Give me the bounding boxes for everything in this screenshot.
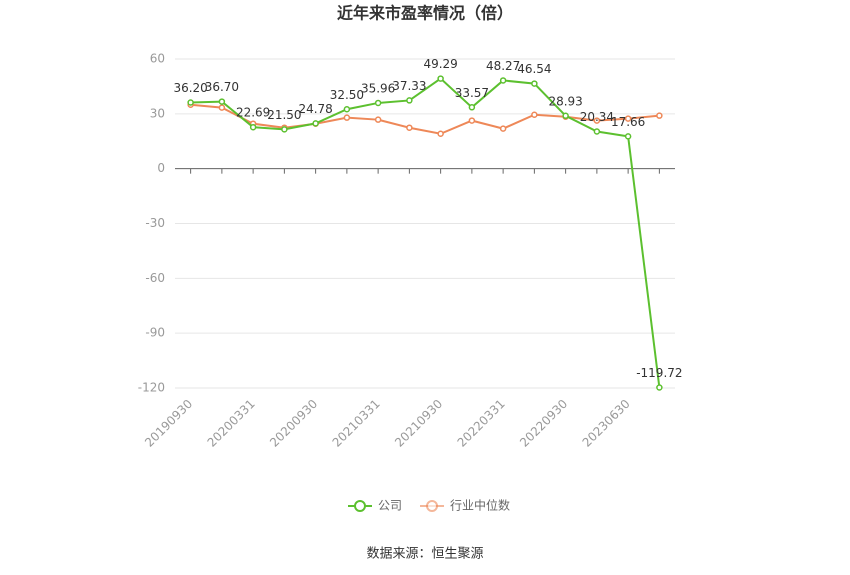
series-line — [190, 103, 660, 135]
x-tick-label: 20220930 — [517, 397, 570, 450]
data-label: 20.34 — [580, 110, 614, 124]
data-label: 46.54 — [517, 62, 551, 76]
point — [437, 75, 444, 82]
point — [468, 117, 476, 124]
y-tick-label: -120 — [138, 381, 165, 395]
point — [281, 126, 288, 133]
point — [374, 116, 382, 123]
point — [406, 124, 413, 131]
data-label: 28.93 — [548, 94, 582, 108]
point — [343, 114, 351, 121]
x-tick-label: 20190930 — [142, 397, 195, 450]
chart-title: 近年来市盈率情况（倍） — [337, 4, 513, 23]
point — [312, 120, 319, 127]
point — [531, 80, 538, 87]
y-tick-label: 30 — [150, 106, 165, 120]
x-tick-label: 20230630 — [580, 397, 633, 450]
source: 数据来源：恒生聚源 — [366, 547, 483, 562]
data-label: 32.50 — [330, 88, 364, 102]
y-tick-label: -60 — [145, 271, 165, 285]
data-label: 24.78 — [298, 102, 332, 116]
data-label: 22.69 — [236, 106, 270, 120]
point — [499, 77, 507, 84]
legend-marker — [354, 500, 366, 512]
y-tick-label: -30 — [145, 216, 165, 230]
x-tick-label: 20210930 — [392, 397, 445, 450]
point — [374, 99, 382, 107]
point — [624, 115, 632, 122]
y-tick-label: 60 — [150, 52, 165, 66]
point — [593, 117, 601, 124]
point — [593, 128, 601, 135]
point — [437, 130, 444, 138]
point — [406, 97, 413, 104]
legend-marker — [426, 500, 439, 512]
point — [531, 111, 538, 118]
x-tick-label: 20210331 — [330, 397, 383, 450]
point — [624, 133, 632, 140]
y-tick-label: -90 — [145, 326, 165, 340]
point — [562, 112, 569, 120]
data-label: -119.72 — [636, 366, 682, 380]
data-label: 48.27 — [486, 59, 520, 73]
point — [656, 112, 663, 119]
point — [218, 104, 226, 111]
x-tick-label: 20220331 — [455, 397, 508, 450]
data-label: 17.66 — [611, 115, 645, 129]
point — [656, 384, 663, 391]
series-line — [190, 77, 661, 388]
data-label: 21.50 — [267, 108, 301, 122]
data-label: 33.57 — [455, 86, 489, 100]
legend-label: 公司 — [378, 499, 402, 513]
point — [343, 106, 351, 113]
point — [249, 123, 257, 131]
point — [499, 125, 507, 132]
point — [187, 99, 194, 106]
y-tick-label: 0 — [157, 161, 165, 175]
data-label: 36.20 — [173, 81, 207, 95]
data-label: 49.29 — [423, 57, 457, 71]
x-tick-label: 20200331 — [205, 397, 258, 450]
point — [218, 98, 226, 105]
point — [468, 104, 476, 111]
legend-label: 行业中位数 — [450, 498, 510, 513]
data-label: 37.33 — [392, 79, 426, 93]
data-label: 35.96 — [361, 81, 395, 95]
data-label: 36.70 — [205, 80, 239, 94]
x-tick-label: 20200930 — [267, 397, 320, 450]
